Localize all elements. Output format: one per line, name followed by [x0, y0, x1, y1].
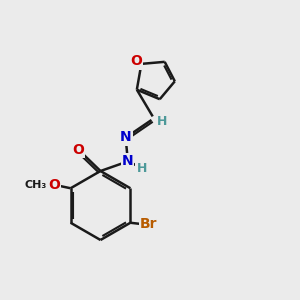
Text: H: H [136, 161, 147, 175]
Text: O: O [130, 55, 142, 68]
Text: O: O [72, 143, 84, 157]
Text: CH₃: CH₃ [25, 180, 47, 190]
Text: Br: Br [140, 217, 157, 231]
Text: H: H [157, 115, 167, 128]
Text: O: O [49, 178, 60, 192]
Text: N: N [120, 130, 132, 144]
Text: N: N [122, 154, 133, 168]
